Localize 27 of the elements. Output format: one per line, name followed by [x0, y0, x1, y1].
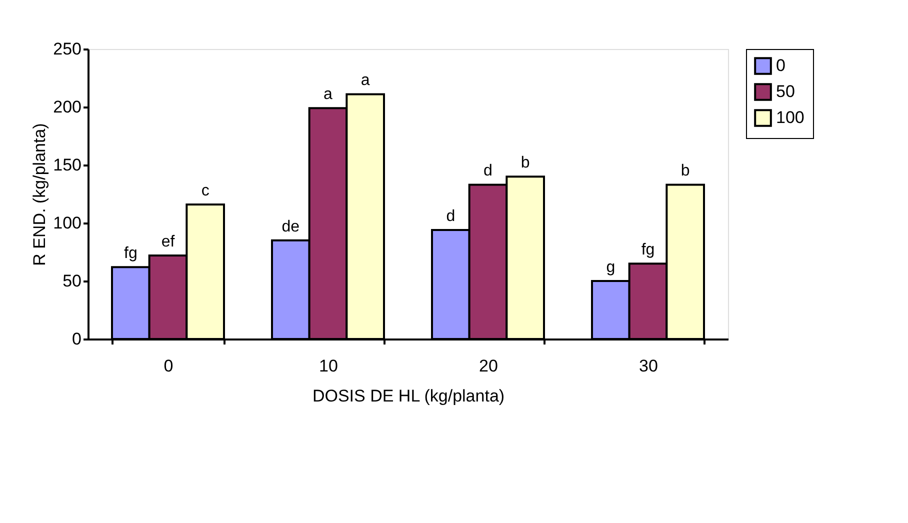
data-label: c: [201, 182, 210, 200]
x-tick-label: 30: [639, 356, 658, 376]
y-tick-label: 200: [53, 98, 82, 116]
data-label: fg: [641, 242, 655, 259]
x-axis-title: DOSIS DE HL (kg/planta): [312, 386, 505, 406]
data-label: d: [446, 208, 456, 225]
legend-label: 0: [776, 56, 786, 75]
legend-label: 50: [776, 82, 795, 101]
y-tick-label: 250: [53, 40, 82, 58]
data-label: de: [282, 218, 300, 236]
data-label: ef: [161, 233, 176, 250]
y-tick-label: 150: [53, 156, 82, 174]
data-label: g: [606, 259, 616, 276]
data-label: fg: [124, 245, 138, 262]
x-tick-label: 10: [319, 356, 338, 376]
y-tick-label: 50: [62, 272, 82, 290]
y-tick-label: 0: [72, 330, 82, 348]
y-axis-title: R END. (kg/planta): [30, 123, 50, 266]
legend-label: 100: [776, 108, 804, 127]
data-label: b: [680, 162, 690, 180]
data-label: a: [360, 72, 370, 90]
x-tick-label: 0: [164, 356, 174, 376]
data-label: d: [484, 162, 492, 180]
y-tick-label: 100: [53, 214, 82, 232]
data-label: a: [324, 86, 333, 104]
data-label: b: [520, 154, 530, 172]
x-tick-label: 20: [479, 356, 498, 376]
